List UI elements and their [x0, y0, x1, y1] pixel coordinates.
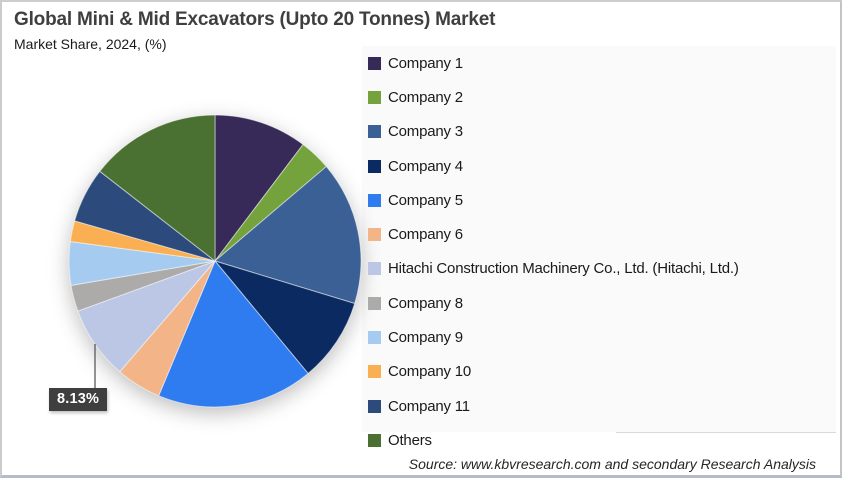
- legend-item-others: Others: [362, 423, 836, 457]
- legend-swatch-icon: [368, 228, 381, 242]
- chart-title: Global Mini & Mid Excavators (Upto 20 To…: [14, 9, 496, 30]
- chart-subtitle: Market Share, 2024, (%): [14, 36, 167, 52]
- legend-label: Company 11: [388, 397, 470, 415]
- legend-label: Company 8: [388, 294, 463, 312]
- pie-slice-company-3: [213, 165, 362, 305]
- pie-slice-company-4: [213, 260, 356, 375]
- legend-label: Hitachi Construction Machinery Co., Ltd.…: [388, 260, 739, 278]
- legend-label: Company 5: [388, 191, 463, 209]
- legend-label: Company 1: [388, 54, 463, 72]
- legend-swatch-icon: [368, 193, 381, 207]
- legend-item-company-1: Company 1: [362, 46, 836, 80]
- legend-label: Company 10: [388, 363, 472, 381]
- legend-label: Company 9: [388, 329, 463, 347]
- legend-label: Company 3: [388, 123, 463, 141]
- legend-panel-divider: [616, 432, 836, 433]
- legend-item-company-8: Company 8: [362, 286, 836, 320]
- legend-swatch-icon: [368, 125, 381, 139]
- legend-label: Company 2: [388, 88, 463, 106]
- legend-swatch-icon: [368, 296, 381, 310]
- legend-panel: [362, 46, 836, 432]
- legend: Company 1 Company 2 Company 3 Company 4 Comp…: [362, 46, 836, 458]
- pie-slice-company-1: [214, 114, 304, 263]
- legend-swatch-icon: [368, 90, 381, 104]
- legend-label: Company 6: [388, 226, 463, 244]
- pie-slice-others: [99, 114, 216, 263]
- legend-swatch-icon: [368, 433, 381, 447]
- legend-swatch-icon: [368, 159, 381, 173]
- legend-item-company-2: Company 2: [362, 80, 836, 114]
- legend-label: Company 4: [388, 157, 463, 175]
- legend-label: Others: [388, 431, 432, 449]
- legend-item-company-6: Company 6: [362, 217, 836, 251]
- legend-swatch-icon: [368, 399, 381, 413]
- legend-item-company-9: Company 9: [362, 320, 836, 354]
- legend-item-company-4: Company 4: [362, 149, 836, 183]
- legend-swatch-icon: [368, 331, 381, 345]
- legend-item-company-5: Company 5: [362, 183, 836, 217]
- legend-swatch-icon: [368, 365, 381, 379]
- legend-item-company-11: Company 11: [362, 389, 836, 423]
- legend-item-company-3: Company 3: [362, 115, 836, 149]
- legend-swatch-icon: [368, 56, 381, 70]
- legend-item-company-10: Company 10: [362, 355, 836, 389]
- pie-slice-company-5: [158, 260, 309, 408]
- legend-item-hitachi-construction-machinery-co-ltd-hitachi-ltd: Hitachi Construction Machinery Co., Ltd.…: [362, 252, 836, 286]
- hitachi-share-callout: 8.13%: [49, 388, 108, 411]
- source-attribution: Source: www.kbvresearch.com and secondar…: [408, 456, 816, 472]
- legend-swatch-icon: [368, 262, 381, 276]
